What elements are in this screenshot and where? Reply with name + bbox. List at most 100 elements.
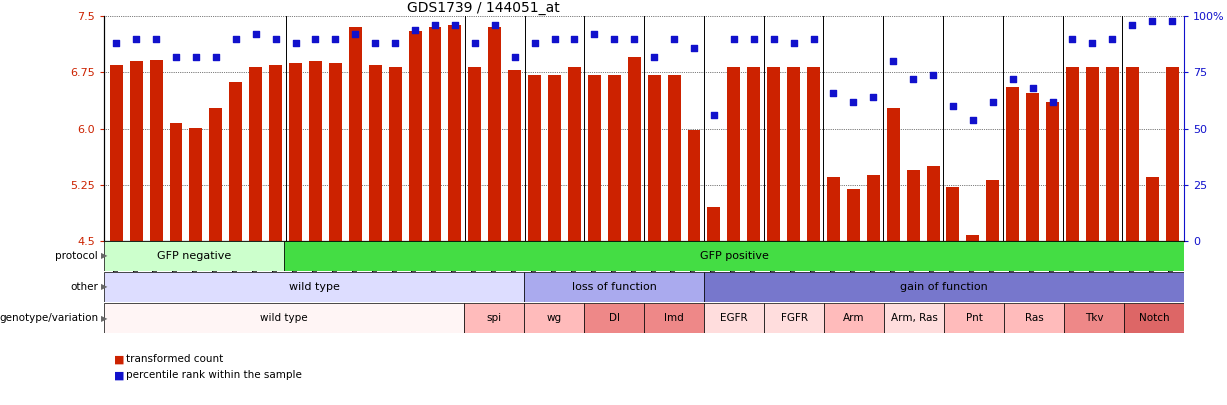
Point <box>445 22 465 28</box>
Bar <box>584 303 644 333</box>
Text: ■: ■ <box>114 371 125 380</box>
Bar <box>109 65 123 405</box>
Text: wg: wg <box>547 313 562 323</box>
Text: transformed count: transformed count <box>126 354 223 364</box>
Point <box>625 36 644 42</box>
Point <box>187 53 206 60</box>
Point <box>266 36 286 42</box>
Point <box>107 40 126 47</box>
Bar <box>464 303 524 333</box>
Text: Dl: Dl <box>609 313 620 323</box>
Point <box>923 71 942 78</box>
Point <box>784 40 804 47</box>
Bar <box>169 123 183 405</box>
Bar <box>269 65 282 405</box>
Point <box>206 53 226 60</box>
Bar <box>847 189 860 405</box>
Text: wild type: wild type <box>288 282 340 292</box>
Point <box>405 26 425 33</box>
Text: ▶: ▶ <box>101 251 107 260</box>
Text: loss of function: loss of function <box>572 282 656 292</box>
Point <box>385 40 405 47</box>
Text: protocol: protocol <box>55 251 98 261</box>
Bar <box>667 75 681 405</box>
Bar <box>987 179 999 405</box>
Point <box>286 40 306 47</box>
Point <box>605 36 625 42</box>
Point <box>366 40 385 47</box>
Point <box>545 36 564 42</box>
Point <box>1123 22 1142 28</box>
Point <box>804 36 823 42</box>
Text: wild type: wild type <box>260 313 308 323</box>
Point <box>883 58 903 64</box>
Text: ▶: ▶ <box>101 313 107 323</box>
Point <box>1142 17 1162 24</box>
Bar <box>764 303 825 333</box>
Bar <box>104 241 285 271</box>
Point <box>823 90 843 96</box>
Bar <box>767 67 780 405</box>
Bar <box>290 63 302 405</box>
Text: GFP negative: GFP negative <box>157 251 232 261</box>
Point <box>325 36 345 42</box>
Bar <box>1004 303 1064 333</box>
Bar <box>104 272 524 302</box>
Bar <box>944 303 1004 333</box>
Bar <box>588 75 601 405</box>
Bar <box>285 241 1184 271</box>
Bar <box>907 170 919 405</box>
Bar <box>229 82 242 405</box>
Text: lmd: lmd <box>664 313 683 323</box>
Bar <box>488 28 502 405</box>
Bar <box>448 25 461 405</box>
Bar <box>568 67 580 405</box>
Bar <box>389 67 401 405</box>
Bar <box>807 67 820 405</box>
Bar <box>728 67 740 405</box>
Bar <box>348 28 362 405</box>
Bar <box>866 175 880 405</box>
Text: Ras: Ras <box>1025 313 1043 323</box>
Point <box>983 98 1002 105</box>
Point <box>564 36 584 42</box>
Point <box>1063 36 1082 42</box>
Bar <box>704 303 764 333</box>
Bar <box>628 58 640 405</box>
Bar <box>189 128 202 405</box>
Bar <box>528 75 541 405</box>
Bar <box>1086 67 1099 405</box>
Bar <box>1166 67 1179 405</box>
Point <box>1082 40 1102 47</box>
Text: spi: spi <box>487 313 502 323</box>
Point <box>126 36 146 42</box>
Point <box>525 40 545 47</box>
Bar <box>607 75 621 405</box>
Bar <box>885 303 944 333</box>
Bar <box>130 61 142 405</box>
Bar <box>548 75 561 405</box>
Text: Notch: Notch <box>1139 313 1169 323</box>
Point <box>744 36 763 42</box>
Bar <box>1066 67 1079 405</box>
Bar <box>1026 93 1039 405</box>
Text: Pnt: Pnt <box>966 313 983 323</box>
Text: GFP positive: GFP positive <box>699 251 768 261</box>
Bar <box>827 177 840 405</box>
Point <box>724 36 744 42</box>
Text: Arm: Arm <box>843 313 865 323</box>
Bar <box>210 109 222 405</box>
Bar <box>787 67 800 405</box>
Point <box>166 53 185 60</box>
Point <box>685 45 704 51</box>
Bar <box>409 31 422 405</box>
Bar <box>747 67 761 405</box>
Text: percentile rank within the sample: percentile rank within the sample <box>126 371 302 380</box>
Bar <box>887 108 899 405</box>
Point <box>584 31 604 37</box>
Point <box>664 36 683 42</box>
Text: genotype/variation: genotype/variation <box>0 313 98 323</box>
Bar <box>946 187 960 405</box>
Bar <box>249 67 263 405</box>
Text: ▶: ▶ <box>101 282 107 292</box>
